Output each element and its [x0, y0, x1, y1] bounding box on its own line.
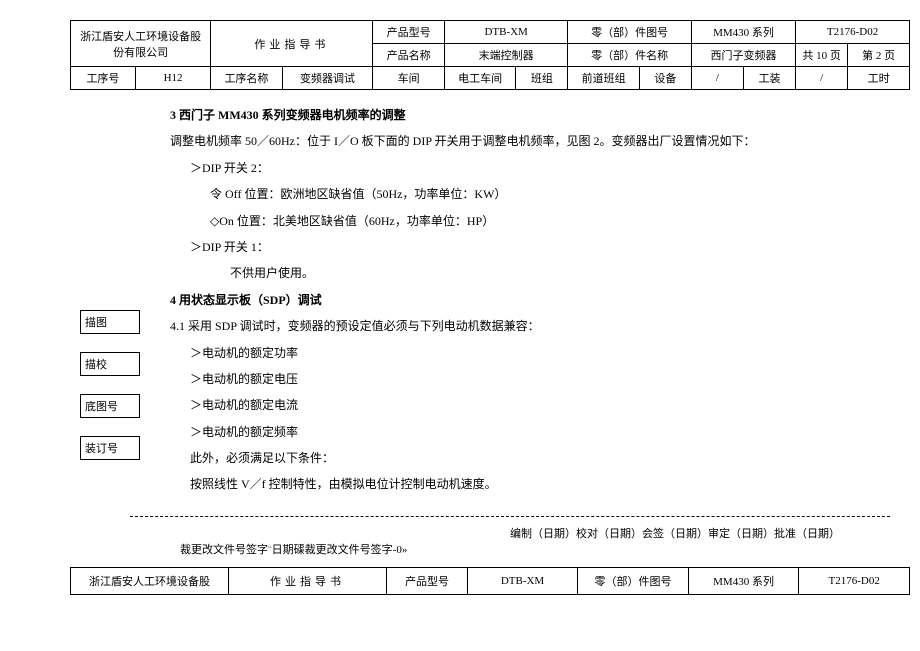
- note: 不供用户使用。: [230, 260, 870, 286]
- value: T2176-D02: [796, 21, 910, 44]
- company-cell: 浙江盾安人工环境设备股: [71, 567, 229, 594]
- doc-title: 作业指导书: [228, 567, 386, 594]
- value: 西门子变频器: [691, 44, 795, 67]
- list-item: ＞DIP 开关 2：: [190, 155, 870, 181]
- side-label: 描校: [80, 352, 140, 376]
- value: 变频器调试: [282, 67, 373, 90]
- label: 工装: [743, 67, 795, 90]
- label: 设备: [639, 67, 691, 90]
- side-label: 装订号: [80, 436, 140, 460]
- value: DTB-XM: [467, 567, 577, 594]
- value: H12: [135, 67, 210, 90]
- list-item: 令 Off 位置：欧洲地区缺省值（50Hz，功率单位：KW）: [210, 181, 870, 207]
- value: 共 10 页: [796, 44, 848, 67]
- label: 工序号: [71, 67, 136, 90]
- label: 产品型号: [387, 567, 468, 594]
- value: /: [796, 67, 848, 90]
- list-item: ◇On 位置：北美地区缺省值（60Hz，功率单位：HP）: [210, 208, 870, 234]
- side-labels: 描图 描校 底图号 装订号: [80, 310, 140, 478]
- footer-table: 浙江盾安人工环境设备股 作业指导书 产品型号 DTB-XM 零（部）件图号 MM…: [70, 567, 910, 595]
- label: 工时: [848, 67, 910, 90]
- paragraph: 此外，必须满足以下条件：: [190, 445, 870, 471]
- list-item: ＞DIP 开关 1：: [190, 234, 870, 260]
- value: T2176-D02: [799, 567, 910, 594]
- label: 车间: [373, 67, 444, 90]
- approval-line: 编制（日期）校对（日期）会签（日期）审定（日期）批准（日期）: [40, 525, 840, 541]
- paragraph: 4.1 采用 SDP 调试时，变频器的预设定值必须与下列电动机数据兼容：: [170, 313, 870, 339]
- label: 工序名称: [211, 67, 282, 90]
- dashed-separator: [130, 516, 890, 517]
- value: /: [691, 67, 743, 90]
- side-label: 底图号: [80, 394, 140, 418]
- company-cell: 浙江盾安人工环境设备股份有限公司: [71, 21, 211, 67]
- list-item: ＞电动机的额定电压: [190, 366, 870, 392]
- heading-4: 4 用状态显示板（SDP）调试: [170, 287, 870, 313]
- value: 末端控制器: [444, 44, 568, 67]
- list-item: ＞电动机的额定频率: [190, 419, 870, 445]
- content-body: 3 西门子 MM430 系列变频器电机频率的调整 调整电机频率 50／60Hz：…: [170, 102, 870, 498]
- value: 前道班组: [568, 67, 639, 90]
- value: MM430 系列: [691, 21, 795, 44]
- label: 产品名称: [373, 44, 444, 67]
- label: 产品型号: [373, 21, 444, 44]
- list-item: ＞电动机的额定电流: [190, 392, 870, 418]
- paragraph: 按照线性 V／f 控制特性，由模拟电位计控制电动机速度。: [190, 471, 870, 497]
- footer-note: 裁更改文件号签字¨日期磲裁更改文件号签字-0»: [180, 541, 880, 557]
- value: 第 2 页: [848, 44, 910, 67]
- heading-3: 3 西门子 MM430 系列变频器电机频率的调整: [170, 102, 870, 128]
- doc-title: 作业指导书: [211, 21, 373, 67]
- value: 电工车间: [444, 67, 515, 90]
- label: 零（部）件名称: [568, 44, 692, 67]
- label: 零（部）件图号: [578, 567, 689, 594]
- value: MM430 系列: [688, 567, 799, 594]
- label: 零（部）件图号: [568, 21, 692, 44]
- list-item: ＞电动机的额定功率: [190, 340, 870, 366]
- paragraph: 调整电机频率 50／60Hz：位于 I／O 板下面的 DIP 开关用于调整电机频…: [170, 128, 870, 154]
- header-table: 浙江盾安人工环境设备股份有限公司 作业指导书 产品型号 DTB-XM 零（部）件…: [70, 20, 910, 90]
- label: 班组: [516, 67, 568, 90]
- side-label: 描图: [80, 310, 140, 334]
- value: DTB-XM: [444, 21, 568, 44]
